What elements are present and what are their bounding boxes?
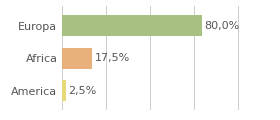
- Text: 2,5%: 2,5%: [68, 86, 96, 96]
- Bar: [62, 48, 92, 69]
- Text: 80,0%: 80,0%: [204, 21, 240, 31]
- Text: 17,5%: 17,5%: [95, 53, 130, 63]
- Bar: [62, 80, 66, 101]
- Bar: [62, 15, 202, 36]
